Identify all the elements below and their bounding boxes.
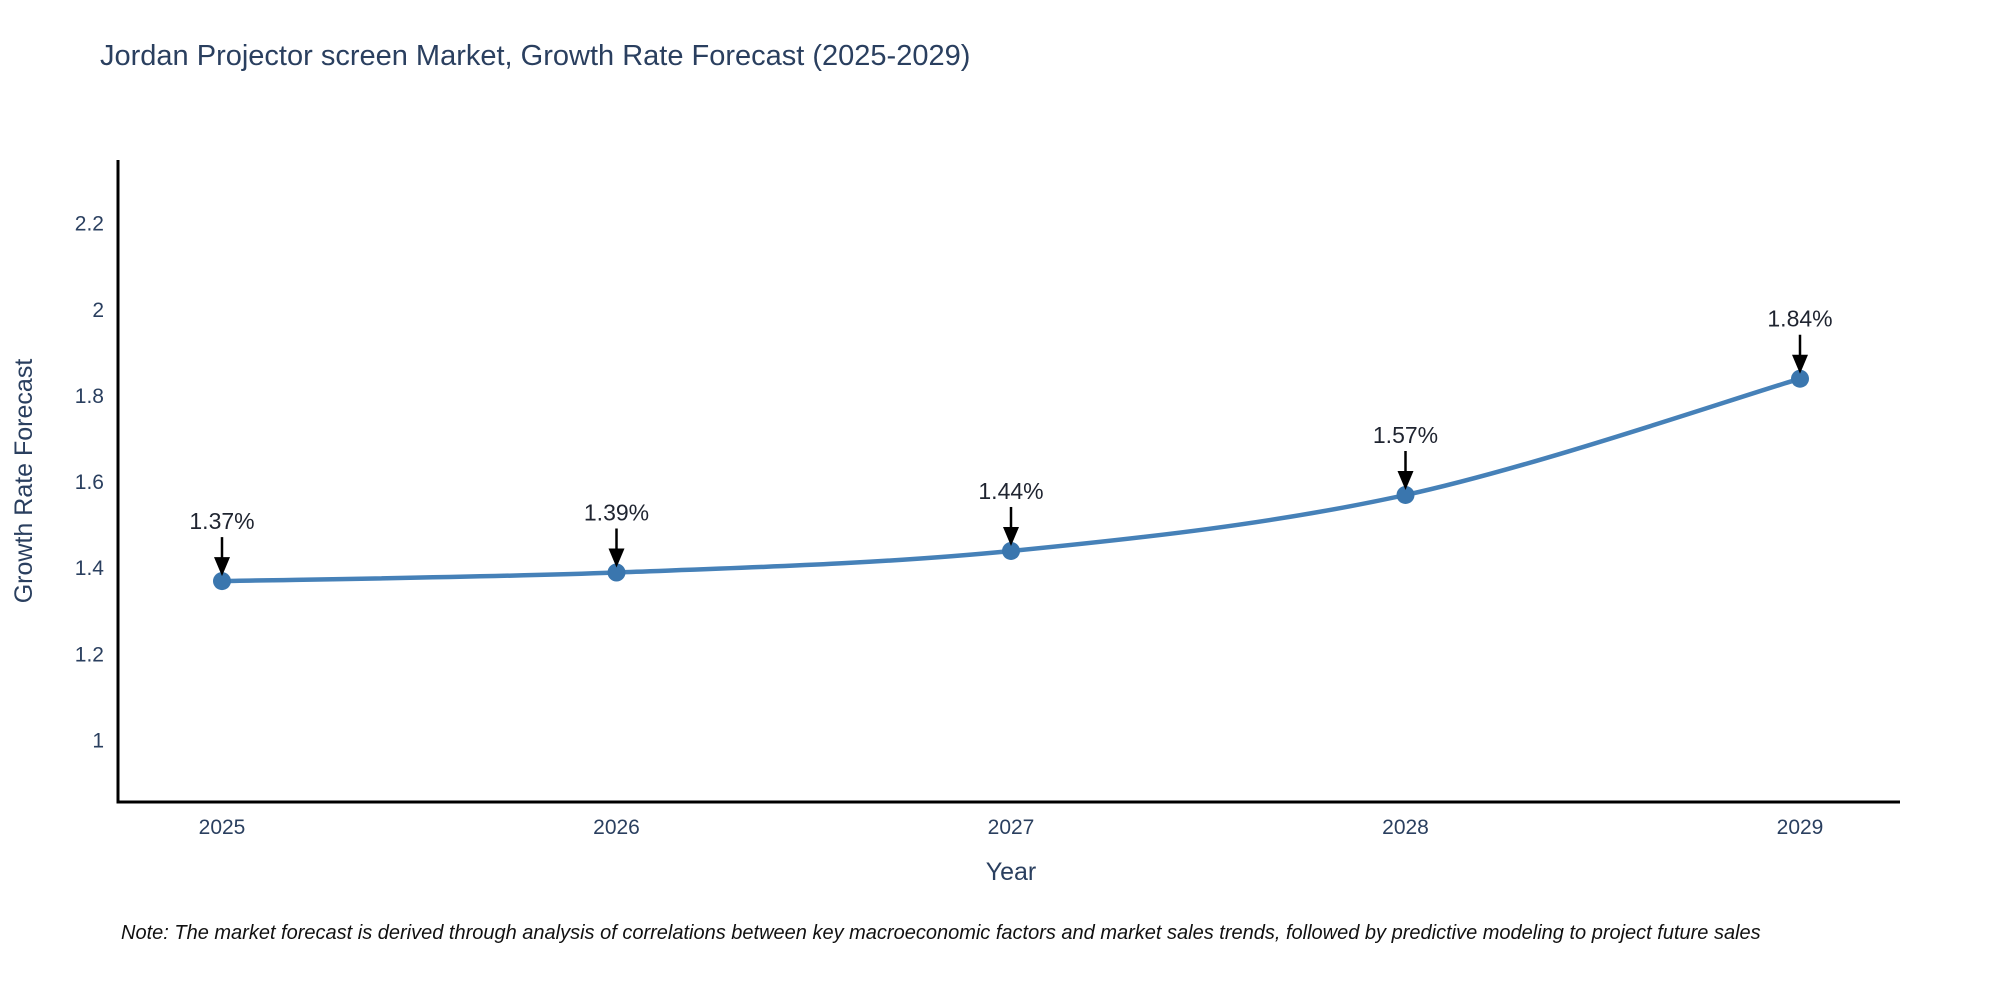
data-point-marker	[1002, 541, 1020, 560]
annotation-arrowhead	[214, 557, 230, 577]
x-tick-label: 2028	[1382, 816, 1429, 839]
data-point-marker	[607, 563, 626, 582]
data-point-marker	[1791, 369, 1809, 388]
annotation-arrowhead	[1792, 354, 1808, 374]
point-annotation-label: 1.44%	[978, 478, 1043, 504]
y-axis-title: Growth Rate Forecast	[10, 359, 38, 604]
annotation-arrowhead	[1003, 526, 1019, 546]
annotation-arrowhead	[608, 548, 625, 568]
x-tick-label: 2026	[593, 816, 640, 839]
data-point-marker	[213, 572, 231, 591]
point-annotation-label: 1.84%	[1767, 306, 1832, 332]
y-tick-label: 2.2	[75, 213, 104, 236]
point-annotation-label: 1.39%	[584, 499, 649, 525]
x-tick-label: 2025	[199, 816, 246, 839]
y-tick-label: 2	[92, 299, 104, 322]
point-annotation-label: 1.37%	[189, 508, 254, 534]
chart-title: Jordan Projector screen Market, Growth R…	[100, 40, 971, 72]
y-tick-label: 1.8	[75, 385, 104, 408]
y-tick-label: 1.4	[75, 557, 105, 580]
annotation-arrowhead	[1397, 470, 1414, 490]
y-tick-label: 1.6	[75, 471, 104, 494]
point-annotation-label: 1.57%	[1373, 422, 1438, 448]
data-point-marker	[1396, 485, 1415, 504]
x-axis-title: Year	[986, 858, 1037, 886]
y-tick-label: 1.2	[75, 643, 104, 666]
y-tick-label: 1	[92, 729, 104, 752]
footnote: Note: The market forecast is derived thr…	[121, 922, 1761, 944]
x-tick-label: 2029	[1777, 816, 1824, 839]
x-tick-label: 2027	[988, 816, 1035, 839]
